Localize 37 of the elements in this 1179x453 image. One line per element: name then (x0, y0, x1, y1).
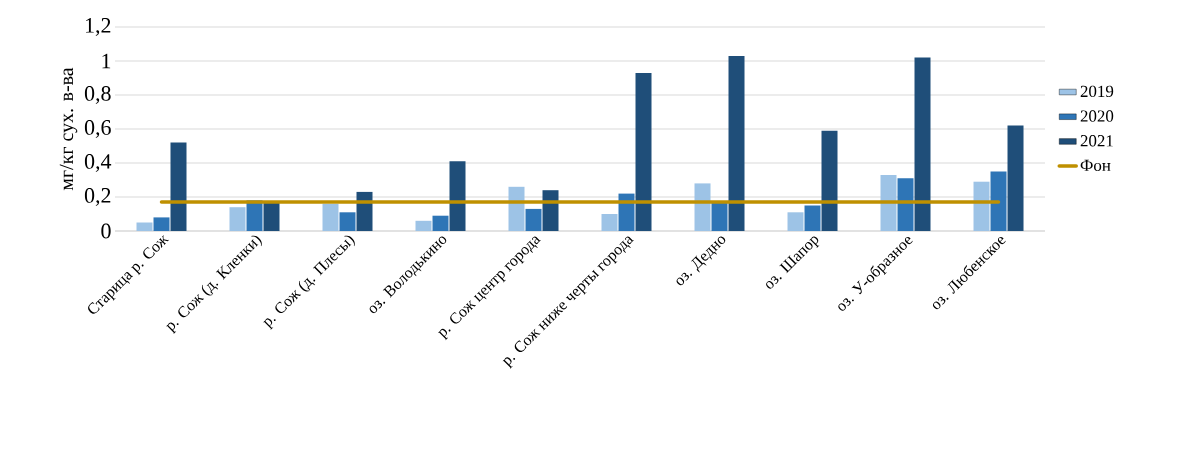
bar (804, 205, 821, 231)
bar (229, 207, 246, 231)
bar (787, 212, 804, 231)
bar (914, 57, 931, 231)
bar (525, 208, 542, 231)
bar (170, 142, 187, 231)
bar (880, 174, 897, 231)
bar (263, 202, 280, 231)
bar (432, 215, 449, 231)
y-tick-label: 0 (101, 223, 111, 239)
bar (449, 161, 466, 231)
bar (508, 186, 525, 231)
bar (728, 55, 745, 231)
legend-label: 2020 (1080, 110, 1114, 122)
bar (711, 202, 728, 231)
bar (415, 220, 432, 231)
bar (322, 203, 339, 231)
y-tick-label: 0,2 (84, 188, 111, 206)
bar (339, 212, 356, 231)
y-axis-title: мг/кг сух. в-ва (59, 67, 78, 191)
bar (973, 181, 990, 231)
y-tick-label: 0,8 (84, 86, 111, 104)
y-tick-label: 0,4 (84, 154, 112, 172)
bar (635, 72, 652, 231)
legend-label: 2021 (1080, 135, 1113, 147)
y-tick-label: 0,6 (84, 120, 111, 138)
legend-label: Фон (1080, 159, 1111, 172)
bar (153, 217, 170, 231)
bar (694, 183, 711, 231)
y-tick-label: 1 (102, 53, 111, 69)
bar (601, 214, 618, 231)
legend-label: 2019 (1080, 85, 1114, 98)
y-tick-label: 1,2 (86, 18, 111, 36)
bar (136, 222, 153, 231)
bar (821, 130, 838, 231)
bar (990, 171, 1007, 231)
bar (1007, 125, 1024, 231)
